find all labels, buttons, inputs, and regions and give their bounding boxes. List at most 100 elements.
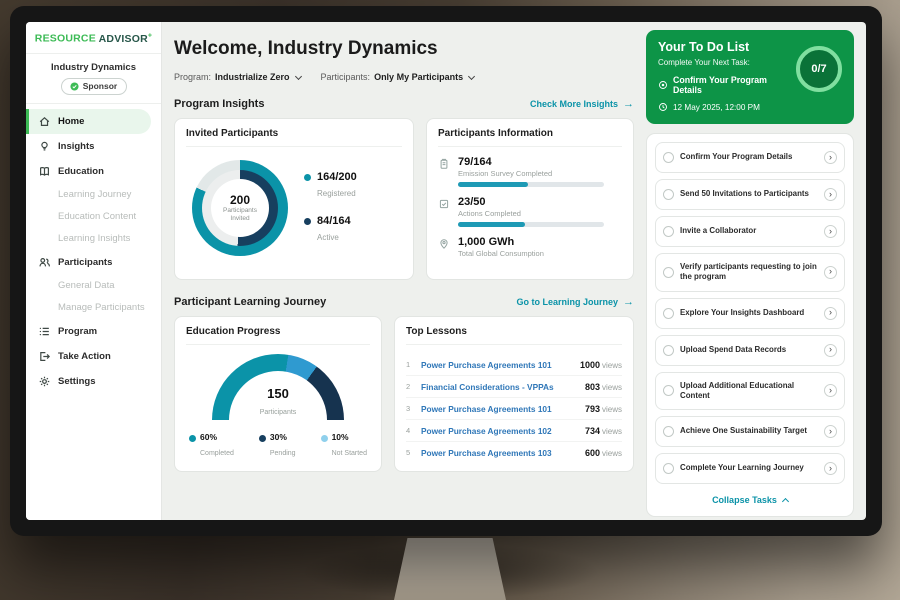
sidebar-item-home[interactable]: Home <box>26 108 151 134</box>
views-label: views <box>601 448 622 458</box>
task-row-explore-insights[interactable]: Explore Your Insights Dashboard › <box>655 297 845 329</box>
sponsor-badge[interactable]: Sponsor <box>60 77 127 95</box>
brand-secondary-text: ADVISOR <box>98 32 148 45</box>
chevron-right-icon[interactable]: › <box>824 306 837 320</box>
go-to-learning-journey-link[interactable]: Go to Learning Journey → <box>516 296 634 308</box>
checkbox-icon[interactable] <box>663 426 674 438</box>
invited-donut-chart: 200 Participants Invited <box>192 160 288 256</box>
education-progress-card: Education Progress 150 Participants <box>174 316 382 472</box>
sidebar-item-label: Learning Insights <box>58 233 131 244</box>
org-name: Industry Dynamics <box>51 61 136 73</box>
sidebar-item-education-content[interactable]: Education Content <box>26 206 161 228</box>
sidebar-item-general-data[interactable]: General Data <box>26 275 161 297</box>
task-label: Invite a Collaborator <box>680 226 757 236</box>
info-label: Total Global Consumption <box>458 249 544 258</box>
todo-subtitle: Complete Your Next Task: <box>658 58 750 67</box>
sidebar-item-insights[interactable]: Insights <box>26 134 161 159</box>
next-task-row[interactable]: Confirm Your Program Details <box>658 75 790 95</box>
lesson-row: 1 Power Purchase Agreements 101 1000 view… <box>406 354 622 376</box>
info-row-consumption: 1,000 GWh Total Global Consumption <box>438 236 622 262</box>
checkbox-icon[interactable] <box>663 385 674 397</box>
sidebar-item-label: Settings <box>58 375 96 387</box>
filters-row: Program: Industrialize Zero Participants… <box>174 72 634 82</box>
views-count: 600 <box>584 447 600 458</box>
next-task-label: Confirm Your Program Details <box>673 75 768 95</box>
sidebar-item-settings[interactable]: Settings <box>26 369 161 394</box>
checkbox-icon[interactable] <box>663 463 674 475</box>
todo-title: Your To Do List <box>658 40 750 54</box>
chevron-right-icon[interactable]: › <box>824 225 837 238</box>
brand-secondary: ADVISOR+ <box>98 32 153 45</box>
task-row-upload-spend-data[interactable]: Upload Spend Data Records › <box>655 334 845 366</box>
target-icon <box>658 80 668 90</box>
lesson-rank: 2 <box>406 382 411 391</box>
sidebar-item-program[interactable]: Program <box>26 319 161 344</box>
lesson-row: 4 Power Purchase Agreements 102 734 views <box>406 420 622 442</box>
content-area: Welcome, Industry Dynamics Program: Indu… <box>162 22 866 520</box>
brand-plus: + <box>147 32 153 39</box>
lesson-link[interactable]: Power Purchase Agreements 101 <box>421 359 552 370</box>
sponsor-check-icon <box>70 81 79 91</box>
info-row-emission-survey: 79/164 Emission Survey Completed <box>438 156 622 187</box>
checkbox-icon[interactable] <box>663 307 674 319</box>
info-label: Emission Survey Completed <box>458 169 553 178</box>
sidebar-item-learning-journey[interactable]: Learning Journey <box>26 184 161 206</box>
participants-filter-dropdown[interactable]: Participants: Only My Participants <box>321 72 476 82</box>
lesson-link[interactable]: Power Purchase Agreements 102 <box>421 425 552 436</box>
chevron-right-icon[interactable]: › <box>824 343 837 357</box>
donut-legend: 164/200 Registered 84/164 Active <box>304 171 357 245</box>
page-title: Welcome, Industry Dynamics <box>174 38 438 59</box>
checkbox-icon[interactable] <box>663 266 674 278</box>
arrow-right-icon: → <box>623 97 634 110</box>
chevron-right-icon[interactable]: › <box>824 265 837 279</box>
lesson-rank: 1 <box>406 360 411 369</box>
task-row-verify-participants[interactable]: Verify participants requesting to join t… <box>655 253 845 292</box>
views-count: 803 <box>584 381 600 392</box>
checkbox-icon[interactable] <box>663 226 674 237</box>
chevron-down-icon <box>294 72 302 80</box>
collapse-tasks-button[interactable]: Collapse Tasks <box>655 490 845 508</box>
lesson-link[interactable]: Power Purchase Agreements 103 <box>421 447 552 458</box>
card-title: Invited Participants <box>186 128 402 147</box>
chevron-right-icon[interactable]: › <box>824 188 837 201</box>
lesson-views: 1000 views <box>580 360 622 370</box>
task-row-invite-collaborator[interactable]: Invite a Collaborator › <box>655 216 845 247</box>
legend-completed: 60% Completed <box>189 432 234 460</box>
legend-label: Active <box>317 233 339 242</box>
checkbox-icon[interactable] <box>663 344 674 356</box>
donut-inner-ring: 200 Participants Invited <box>202 170 278 246</box>
legend-label: Pending <box>269 450 296 457</box>
task-row-send-invitations[interactable]: Send 50 Invitations to Participants › <box>655 179 845 210</box>
sidebar-item-learning-insights[interactable]: Learning Insights <box>26 228 161 250</box>
program-filter-dropdown[interactable]: Program: Industrialize Zero <box>174 72 302 82</box>
sidebar-item-education[interactable]: Education <box>26 159 161 184</box>
monitor-bezel: RESOURCE ADVISOR+ Industry Dynamics Spon… <box>10 6 882 536</box>
task-row-complete-learning-journey[interactable]: Complete Your Learning Journey › <box>655 453 845 485</box>
check-more-insights-link[interactable]: Check More Insights → <box>530 97 634 110</box>
legend-dot-light <box>320 435 328 442</box>
sidebar-item-take-action[interactable]: Take Action <box>26 344 161 369</box>
task-row-achieve-sustainability-target[interactable]: Achieve One Sustainability Target › <box>655 416 845 448</box>
lesson-link[interactable]: Power Purchase Agreements 101 <box>421 403 552 414</box>
lesson-row: 3 Power Purchase Agreements 101 793 views <box>406 398 622 420</box>
legend-dot-teal <box>189 435 196 442</box>
checkbox-icon[interactable] <box>663 152 674 163</box>
sidebar-nav: Home Insights Education Learning Journey <box>26 102 161 394</box>
chevron-right-icon[interactable]: › <box>824 151 837 164</box>
lesson-link[interactable]: Financial Considerations - VPPAs <box>421 381 554 392</box>
task-row-upload-educational-content[interactable]: Upload Additional Educational Content › <box>655 371 845 411</box>
chevron-right-icon[interactable]: › <box>824 384 837 398</box>
donut-center-value: 200 <box>229 192 251 207</box>
clock-icon <box>658 102 668 112</box>
info-value: 23/50 <box>458 196 486 208</box>
sidebar-item-participants[interactable]: Participants <box>26 250 161 275</box>
donut-center: 200 Participants Invited <box>211 179 269 237</box>
chevron-right-icon[interactable]: › <box>824 425 837 439</box>
checkbox-icon[interactable] <box>663 189 674 200</box>
legend-not-started: 10% Not Started <box>320 432 367 460</box>
task-row-confirm-program-details[interactable]: Confirm Your Program Details › <box>655 142 845 173</box>
legend-dot-teal <box>304 174 311 181</box>
sidebar-item-manage-participants[interactable]: Manage Participants <box>26 297 161 319</box>
chevron-right-icon[interactable]: › <box>824 462 837 476</box>
